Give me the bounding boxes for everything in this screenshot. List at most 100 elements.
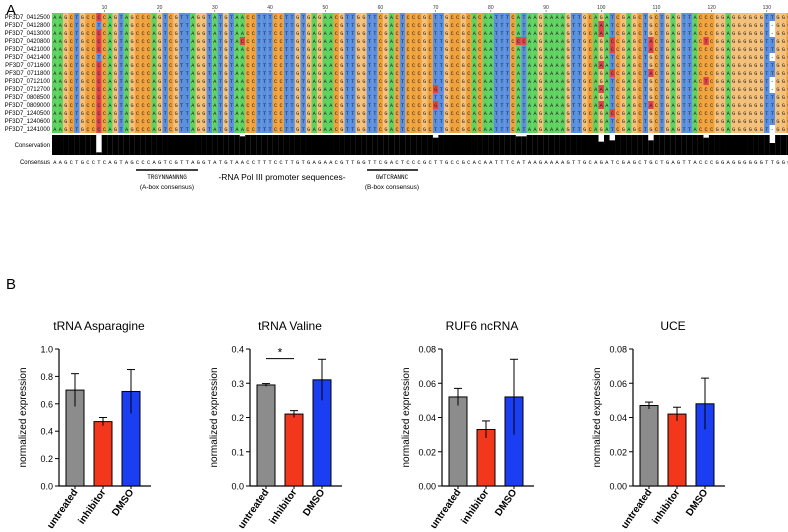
- residue-letter: T: [572, 79, 575, 85]
- residue-cell: [631, 69, 638, 77]
- residue-letter: G: [423, 15, 426, 21]
- residue-letter: G: [583, 39, 586, 45]
- consensus-letter: T: [268, 159, 272, 166]
- residue-cell: [454, 21, 461, 29]
- residue-letter: T: [230, 63, 233, 69]
- residue-letter: T: [495, 127, 498, 133]
- residue-cell: [256, 101, 262, 109]
- residue-letter: G: [567, 63, 570, 69]
- residue-cell: [283, 45, 290, 53]
- consensus-letter: G: [666, 159, 669, 166]
- residue-cell: [493, 101, 500, 109]
- residue-letter: C: [638, 31, 641, 37]
- residue-letter: G: [318, 71, 321, 77]
- conservation-bar: [488, 135, 494, 155]
- residue-cell: [421, 93, 428, 101]
- residue-cell: [753, 21, 759, 29]
- residue-cell: [753, 77, 759, 85]
- residue-letter: A: [473, 39, 477, 45]
- residue-letter: C: [147, 95, 150, 101]
- residue-letter: A: [241, 15, 245, 21]
- conservation-bar: [598, 141, 605, 155]
- consensus-letter: A: [125, 159, 129, 166]
- residue-cell: [57, 37, 64, 45]
- residue-cell: [659, 53, 665, 61]
- residue-cell: [493, 85, 500, 93]
- residue-cell: [256, 85, 262, 93]
- residue-letter: A: [329, 111, 333, 117]
- residue-cell: [493, 109, 500, 117]
- residue-letter: C: [379, 103, 382, 109]
- residue-letter: G: [158, 55, 161, 61]
- residue-letter: G: [130, 111, 133, 117]
- residue-cell: [675, 85, 682, 93]
- residue-cell: [449, 53, 456, 61]
- residue-cell: [399, 37, 406, 45]
- residue-cell: [206, 45, 213, 53]
- residue-cell: [217, 117, 224, 125]
- residue-letter: G: [732, 79, 735, 85]
- residue-letter: T: [302, 103, 305, 109]
- residue-letter: C: [147, 87, 150, 93]
- residue-cell: [730, 53, 737, 61]
- residue-letter: A: [235, 31, 239, 37]
- residue-cell: [681, 85, 687, 93]
- residue-letter: C: [705, 87, 708, 93]
- residue-cell: [350, 125, 356, 133]
- residue-cell: [57, 85, 64, 93]
- residue-letter: T: [285, 87, 288, 93]
- residue-letter: C: [103, 31, 106, 37]
- residue-cell: [648, 85, 654, 93]
- residue-letter: T: [771, 39, 774, 45]
- residue-letter: G: [649, 127, 652, 133]
- residue-letter: C: [406, 95, 409, 101]
- residue-cell: [156, 117, 163, 125]
- residue-letter: T: [302, 119, 305, 125]
- residue-cell: [377, 45, 384, 53]
- consensus-letter: G: [743, 159, 746, 166]
- residue-letter: C: [429, 71, 432, 77]
- residue-cell: [134, 125, 141, 133]
- residue-cell: [145, 13, 152, 21]
- conservation-bar: [300, 135, 306, 155]
- residue-letter: G: [357, 79, 360, 85]
- residue-letter: G: [782, 63, 785, 69]
- residue-letter: G: [600, 55, 603, 61]
- residue-cell: [134, 109, 141, 117]
- residue-letter: C: [511, 95, 514, 101]
- residue-cell: [510, 117, 516, 125]
- y-tick-label: 0.06: [418, 379, 436, 389]
- residue-cell: [311, 77, 318, 85]
- residue-cell: [681, 61, 687, 69]
- residue-letter: C: [418, 63, 421, 69]
- residue-letter: C: [655, 103, 658, 109]
- residue-cell: [499, 37, 505, 45]
- residue-letter: C: [451, 23, 454, 29]
- residue-cell: [592, 29, 599, 37]
- residue-letter: C: [705, 111, 708, 117]
- residue-cell: [780, 37, 787, 45]
- residue-cell: [79, 45, 86, 53]
- residue-cell: [454, 37, 461, 45]
- residue-letter: G: [743, 55, 746, 61]
- residue-cell: [543, 53, 549, 61]
- residue-letter: G: [539, 103, 542, 109]
- residue-cell: [659, 69, 665, 77]
- residue-letter: C: [406, 111, 409, 117]
- residue-cell: [604, 45, 610, 53]
- residue-cell: [736, 77, 743, 85]
- residue-letter: A: [313, 127, 317, 133]
- residue-letter: G: [202, 39, 205, 45]
- residue-letter: C: [589, 15, 592, 21]
- residue-cell: [675, 101, 682, 109]
- residue-letter: G: [114, 31, 117, 37]
- residue-cell: [637, 109, 643, 117]
- residue-cell: [432, 61, 439, 69]
- residue-cell: [162, 101, 168, 109]
- residue-letter: A: [528, 39, 532, 45]
- residue-letter: C: [467, 39, 470, 45]
- residue-letter: C: [429, 87, 432, 93]
- residue-letter: A: [191, 47, 195, 53]
- residue-cell: [234, 77, 240, 85]
